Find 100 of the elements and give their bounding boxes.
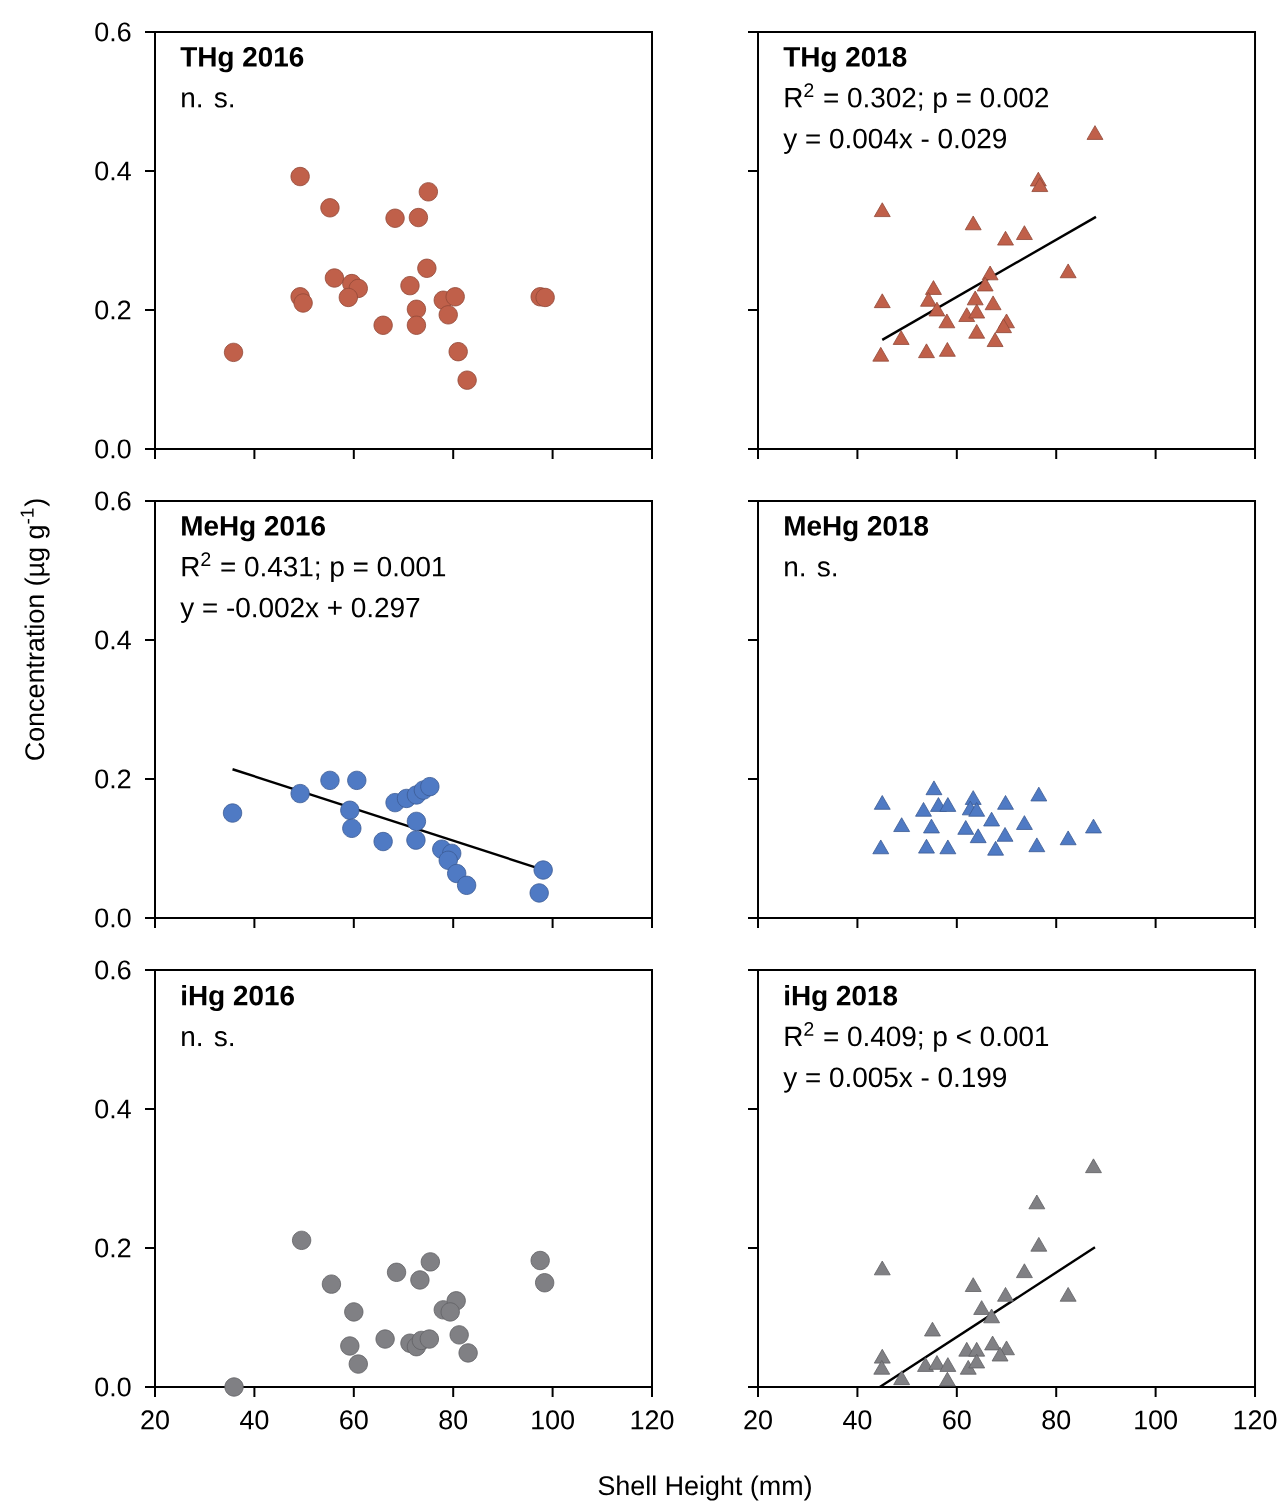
y-tick-label: 0.2 (95, 1238, 131, 1258)
point (386, 1262, 407, 1282)
x-tick-label: 40 (843, 1410, 872, 1430)
point (986, 332, 1004, 347)
point (968, 303, 986, 319)
point (872, 346, 890, 362)
point (223, 342, 244, 362)
point (918, 343, 935, 359)
y-tick-label: 0.6 (95, 491, 131, 511)
x-tick-label: 80 (1042, 1410, 1071, 1430)
point (347, 770, 367, 790)
point (915, 802, 932, 817)
point (873, 293, 891, 309)
x-tick-label: 120 (631, 1410, 674, 1430)
y-tick-label: 0.2 (95, 769, 131, 789)
point (983, 1308, 1000, 1324)
point (440, 1302, 460, 1322)
chart-title: MeHg 2018 (785, 515, 929, 542)
point (533, 860, 553, 880)
y-axis-title: Concentration (µg g$^{-1}$) (20, 499, 50, 760)
annotation: y = -0.002x + 0.297 (180, 597, 420, 623)
y-tick-label: 0.4 (95, 1099, 131, 1119)
x-tick-label: 60 (943, 1410, 971, 1430)
point (406, 315, 427, 335)
point (320, 198, 340, 218)
point (224, 1377, 244, 1397)
x-tick-label: 40 (240, 1410, 269, 1430)
x-tick-label: 20 (744, 1410, 772, 1430)
point (893, 1370, 911, 1386)
y-tick-label: 0.6 (95, 960, 131, 980)
x-tick-label: 60 (340, 1410, 368, 1430)
point (1030, 1237, 1048, 1252)
chart-title: MeHg 2016 (182, 515, 325, 542)
point (892, 330, 910, 345)
point (400, 276, 420, 296)
chart-title: THg 2018 (783, 46, 907, 73)
y-tick-label: 0.4 (95, 630, 131, 650)
point (375, 1329, 395, 1349)
point (968, 324, 986, 339)
point (348, 1354, 368, 1374)
point (928, 301, 946, 317)
point (976, 276, 994, 292)
point (1059, 263, 1077, 279)
point (893, 817, 911, 832)
point (983, 811, 1000, 827)
point (1085, 1158, 1102, 1174)
point (939, 797, 957, 812)
text: iHg 2016 (182, 984, 294, 1012)
point (923, 818, 940, 834)
point (918, 838, 935, 854)
point (1085, 818, 1102, 834)
point (406, 299, 427, 319)
point (1028, 837, 1046, 853)
x-tick-label: 80 (439, 1410, 468, 1430)
point (981, 265, 999, 281)
point (344, 1302, 364, 1322)
point (420, 1252, 440, 1272)
point (458, 1343, 478, 1363)
point (410, 1270, 430, 1290)
point (1030, 786, 1048, 802)
point (340, 800, 360, 820)
x-axis-title: Shell Height (mm) (598, 1475, 811, 1501)
point (957, 820, 975, 835)
point (321, 1274, 342, 1294)
x-tick-label: 100 (1135, 1410, 1177, 1430)
point (340, 1336, 360, 1356)
point (968, 1341, 986, 1357)
point (964, 215, 982, 231)
annotation: R$^{2}$ = 0.409; p < 0.001 (785, 1022, 1049, 1052)
point (530, 1250, 550, 1271)
point (535, 287, 555, 308)
point (385, 208, 405, 228)
y-tick-label: 0.0 (95, 908, 131, 928)
point (417, 258, 437, 278)
point (984, 295, 1002, 311)
point (290, 783, 310, 804)
point (448, 342, 468, 362)
point (457, 875, 477, 895)
point (445, 287, 465, 307)
x-tick-label: 20 (141, 1410, 169, 1430)
point (420, 777, 440, 797)
point (1086, 125, 1104, 140)
point (996, 827, 1014, 842)
point (872, 839, 890, 855)
point (938, 313, 956, 329)
point (1031, 177, 1049, 192)
y-tick-label: 0.0 (95, 439, 131, 459)
point (939, 839, 957, 855)
point (1059, 830, 1077, 846)
x-tick-label: 120 (1234, 1410, 1277, 1430)
point (968, 802, 986, 817)
text: iHg 2018 (785, 984, 898, 1012)
point (438, 305, 458, 325)
point (324, 268, 345, 288)
point (997, 1287, 1014, 1302)
chart-title: THg 2016 (180, 46, 304, 73)
point (939, 342, 956, 357)
point (917, 1357, 934, 1372)
point (997, 795, 1014, 810)
point (447, 863, 467, 884)
